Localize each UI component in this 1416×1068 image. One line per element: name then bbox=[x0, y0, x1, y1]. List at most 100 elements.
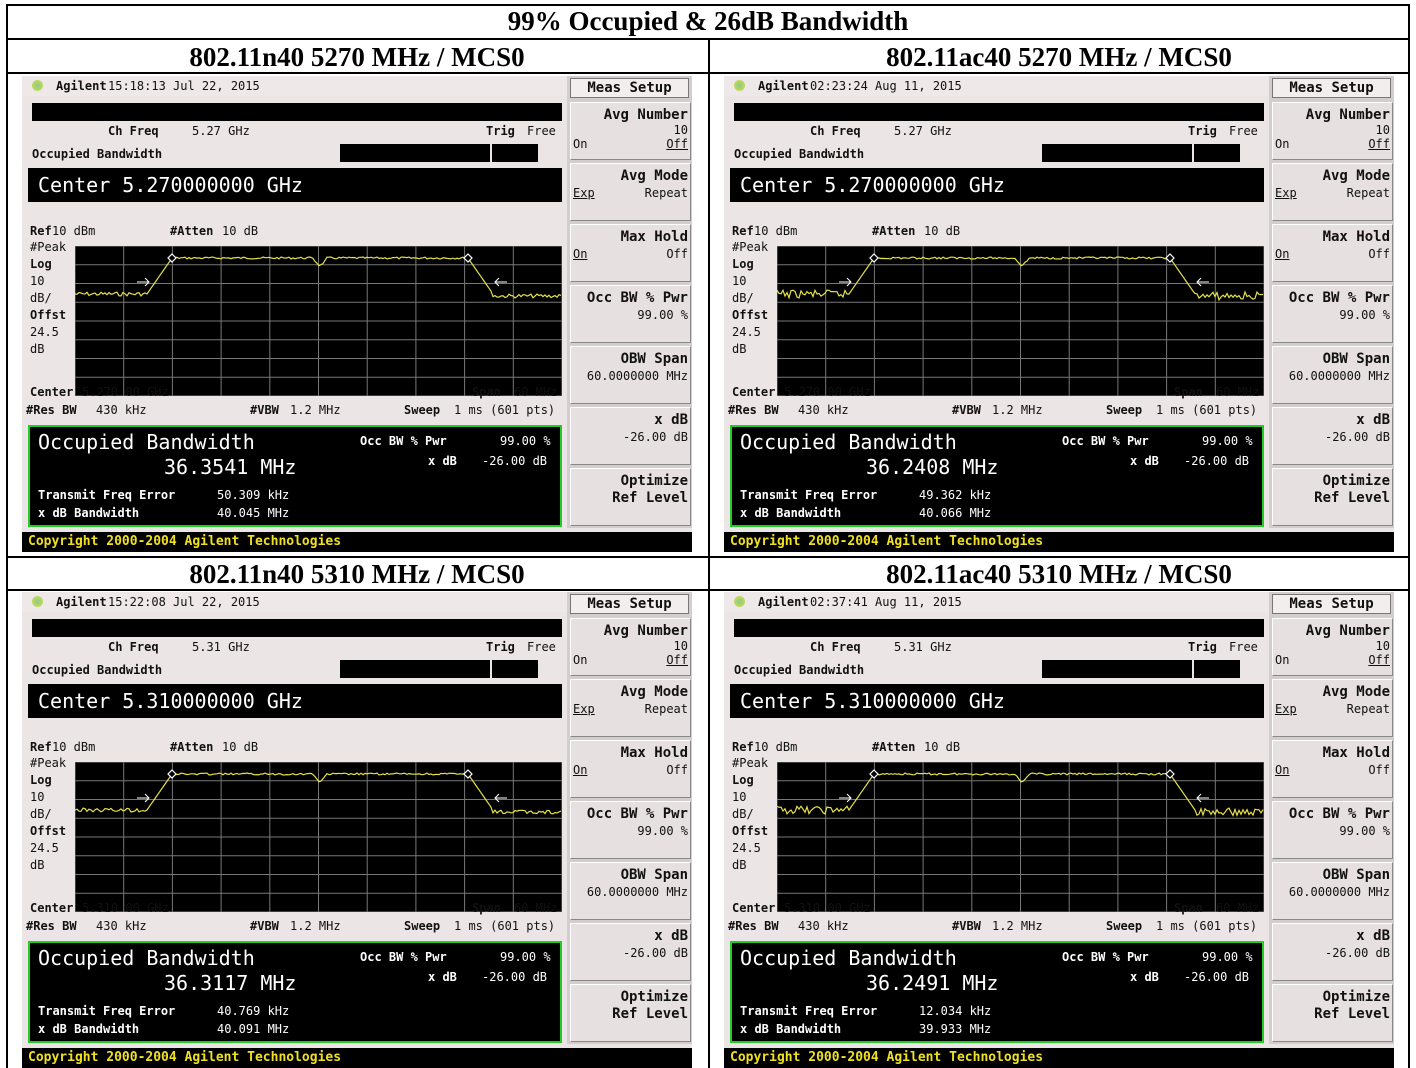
softkey-label: OBW Span bbox=[620, 351, 688, 367]
status-bar bbox=[22, 592, 567, 612]
softkey-value: Off bbox=[1368, 763, 1390, 777]
ch-freq: 5.31 GHz bbox=[192, 640, 250, 654]
softkey: x dB -26.00 dB bbox=[1272, 407, 1393, 465]
analyzer-screen: Agilent 15:18:13 Jul 22, 2015 Meas Setup Av… bbox=[22, 76, 692, 552]
softkey-label: Avg Number bbox=[603, 623, 688, 639]
span: 60 MHz bbox=[1216, 901, 1260, 915]
softkey-value: Ref Level bbox=[1314, 1006, 1390, 1022]
softkey-value: 10 bbox=[1375, 123, 1390, 137]
result-title: Occupied Bandwidth bbox=[740, 946, 957, 970]
side-label: dB bbox=[732, 858, 747, 872]
result-value: 36.2408 MHz bbox=[866, 455, 999, 479]
softkey-label: Max Hold bbox=[620, 745, 688, 761]
label: Center bbox=[732, 385, 776, 399]
softkey-value: Repeat bbox=[1346, 186, 1390, 200]
softkey-value: Ref Level bbox=[1314, 490, 1390, 506]
softkey: OBW Span 60.0000000 MHz bbox=[570, 862, 691, 920]
black-box bbox=[1194, 144, 1240, 162]
trace bbox=[75, 256, 562, 299]
arrow bbox=[839, 793, 852, 803]
softkey-option: Exp bbox=[1275, 186, 1297, 200]
softkey-label: OBW Span bbox=[1322, 867, 1390, 883]
softkey-label: Optimize bbox=[1322, 989, 1390, 1005]
softkey-value: Ref Level bbox=[612, 1006, 688, 1022]
marker bbox=[869, 769, 879, 779]
softkey: Occ BW % Pwr 99.00 % bbox=[1272, 285, 1393, 343]
vbw: 1.2 MHz bbox=[290, 403, 341, 417]
trace bbox=[75, 772, 562, 815]
label: Occ BW % Pwr bbox=[360, 950, 447, 964]
tfe: 49.362 kHz bbox=[919, 488, 992, 502]
occ: 99.00 % bbox=[1202, 434, 1253, 448]
arrow bbox=[137, 277, 150, 287]
center: 5.270 00 GHz bbox=[82, 385, 169, 399]
softkey-option: Off bbox=[1368, 653, 1390, 667]
xbw: 40.091 MHz bbox=[217, 1022, 290, 1036]
softkey: x dB -26.00 dB bbox=[570, 407, 691, 465]
softkey-label: x dB bbox=[1356, 928, 1390, 944]
softkey-label: Max Hold bbox=[1322, 745, 1390, 761]
xdb: -26.00 dB bbox=[1184, 970, 1250, 984]
label: #Res BW bbox=[728, 403, 779, 417]
panel-heading: 802.11ac40 5270 MHz / MCS0 bbox=[886, 42, 1232, 72]
softkey: Avg Number 10 On Off bbox=[570, 618, 691, 676]
softkey-value: 60.0000000 MHz bbox=[1288, 369, 1390, 383]
label: Transmit Freq Error bbox=[740, 488, 878, 502]
span: 60 MHz bbox=[514, 385, 558, 399]
softkey-label: Max Hold bbox=[620, 229, 688, 245]
marker bbox=[1165, 253, 1175, 263]
side-label: 24.5 bbox=[30, 841, 59, 855]
copyright-bar bbox=[724, 1048, 1394, 1068]
analyzer-screen: Agilent 02:37:41 Aug 11, 2015 Meas Setup Av… bbox=[724, 592, 1394, 1068]
arrow bbox=[494, 793, 507, 803]
trace bbox=[777, 256, 1264, 302]
timestamp: 15:22:08 Jul 22, 2015 bbox=[108, 595, 260, 609]
label: Transmit Freq Error bbox=[38, 1004, 176, 1018]
center-line: Center 5.310000000 GHz bbox=[38, 689, 303, 713]
softkey: Avg Mode Repeat Exp bbox=[1272, 163, 1393, 221]
label: Transmit Freq Error bbox=[38, 488, 176, 502]
result-title: Occupied Bandwidth bbox=[740, 430, 957, 454]
softkey-option: On bbox=[573, 763, 588, 777]
softkey-label: Max Hold bbox=[1322, 229, 1390, 245]
side-label: dB bbox=[30, 342, 45, 356]
softkey-label: x dB bbox=[654, 928, 688, 944]
ch-freq: 5.27 GHz bbox=[894, 124, 952, 138]
timestamp: 15:18:13 Jul 22, 2015 bbox=[108, 79, 260, 93]
res-bw: 430 kHz bbox=[96, 919, 147, 933]
center-box bbox=[28, 684, 562, 718]
ref: 10 dBm bbox=[52, 740, 96, 754]
label: Span bbox=[472, 385, 501, 399]
spectrum-plot bbox=[777, 246, 1264, 396]
occ: 99.00 % bbox=[500, 950, 551, 964]
center-box bbox=[28, 168, 562, 202]
label: Sweep bbox=[404, 919, 441, 933]
side-label: dB bbox=[30, 858, 45, 872]
softkey-value: -26.00 dB bbox=[622, 946, 688, 960]
menu-title: Meas Setup bbox=[570, 594, 689, 614]
ref: 10 dBm bbox=[754, 740, 798, 754]
vbw: 1.2 MHz bbox=[992, 403, 1043, 417]
side-label: 24.5 bbox=[732, 325, 761, 339]
label: #Res BW bbox=[26, 919, 77, 933]
softkey: OBW Span 60.0000000 MHz bbox=[570, 346, 691, 404]
trig: Free bbox=[527, 124, 556, 138]
side-label: #Peak bbox=[732, 756, 769, 770]
side-label: dB/ bbox=[732, 291, 754, 305]
softkey: Occ BW % Pwr 99.00 % bbox=[570, 801, 691, 859]
side-label: Offst bbox=[732, 824, 769, 838]
side-label: #Peak bbox=[732, 240, 769, 254]
results-box bbox=[28, 425, 562, 527]
softkey: Avg Number 10 On Off bbox=[1272, 618, 1393, 676]
softkey-value: 10 bbox=[673, 639, 688, 653]
center: 5.270 00 GHz bbox=[784, 385, 871, 399]
copyright: Copyright 2000-2004 Agilent Technologies bbox=[730, 1050, 1044, 1065]
analyzer-screen: Agilent 15:22:08 Jul 22, 2015 Meas Setup Av… bbox=[22, 592, 692, 1068]
softkey-option: Off bbox=[1368, 137, 1390, 151]
label: Span bbox=[1174, 901, 1203, 915]
softkey: Optimize Ref Level bbox=[1272, 468, 1393, 526]
label: Ch Freq bbox=[108, 124, 159, 138]
softkey: Max Hold Off On bbox=[570, 224, 691, 282]
panel-heading: 802.11n40 5310 MHz / MCS0 bbox=[189, 559, 525, 589]
label: Ch Freq bbox=[810, 124, 861, 138]
